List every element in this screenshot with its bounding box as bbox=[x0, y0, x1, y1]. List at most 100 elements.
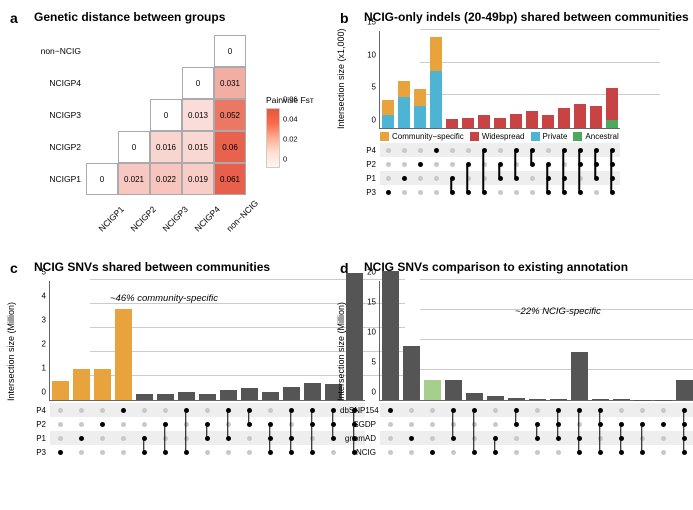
heatmap-col-label: non−NCIG bbox=[224, 204, 254, 234]
connector-line bbox=[269, 424, 271, 452]
heatmap-cell: 0 bbox=[182, 67, 214, 99]
dot-cell bbox=[592, 445, 609, 459]
dot-cell bbox=[403, 417, 420, 431]
dot-cell bbox=[241, 403, 258, 417]
heatmap-cell bbox=[86, 35, 118, 67]
dot-cell bbox=[220, 431, 237, 445]
dot-on-icon bbox=[58, 450, 63, 455]
dot-off-icon bbox=[58, 408, 63, 413]
bar bbox=[262, 392, 279, 400]
connector-line bbox=[311, 410, 313, 452]
dot-cell bbox=[478, 171, 490, 185]
dot-cell bbox=[304, 403, 321, 417]
y-tick: 20 bbox=[341, 268, 376, 277]
legend-label: Private bbox=[543, 132, 568, 141]
dot-on-icon bbox=[434, 148, 439, 153]
heatmap-row-label: NCIGP4 bbox=[31, 67, 81, 99]
dot-off-icon bbox=[594, 190, 599, 195]
y-tick: 15 bbox=[341, 298, 376, 307]
panel-a: a Genetic distance between groups non−NC… bbox=[10, 10, 330, 240]
connector-line bbox=[332, 410, 334, 438]
dot-cell bbox=[178, 417, 195, 431]
dot-cell bbox=[462, 143, 474, 157]
dot-off-icon bbox=[418, 148, 423, 153]
dot-cell bbox=[462, 185, 474, 199]
upset-b-dot-matrix: P4P2P1P3 bbox=[380, 143, 620, 199]
dot-cell bbox=[220, 417, 237, 431]
bar-segment bbox=[606, 120, 618, 128]
dot-off-icon bbox=[205, 450, 210, 455]
heatmap-cell: 0.019 bbox=[182, 163, 214, 195]
dot-cell bbox=[424, 417, 441, 431]
dot-cell bbox=[558, 157, 570, 171]
dot-off-icon bbox=[535, 408, 540, 413]
dot-cell bbox=[304, 431, 321, 445]
dot-off-icon bbox=[100, 436, 105, 441]
dot-cell bbox=[508, 417, 525, 431]
dot-off-icon bbox=[79, 422, 84, 427]
panel-c: c NCIG SNVs shared between communities 0… bbox=[10, 260, 330, 490]
dot-off-icon bbox=[386, 162, 391, 167]
dot-off-icon bbox=[546, 148, 551, 153]
connector-line bbox=[563, 150, 565, 192]
gridline bbox=[420, 279, 693, 280]
bar-segment bbox=[529, 399, 546, 400]
dot-row-label: gnomAD bbox=[340, 434, 376, 443]
bar bbox=[526, 111, 538, 128]
dot-off-icon bbox=[450, 162, 455, 167]
connector-line bbox=[547, 164, 549, 192]
heatmap-cell: 0.015 bbox=[182, 131, 214, 163]
dot-off-icon bbox=[100, 408, 105, 413]
dot-off-icon bbox=[205, 408, 210, 413]
dot-cell bbox=[52, 417, 69, 431]
dot-on-icon bbox=[409, 436, 414, 441]
heatmap-cell: 0 bbox=[86, 163, 118, 195]
dot-on-icon bbox=[388, 408, 393, 413]
dot-off-icon bbox=[142, 422, 147, 427]
dot-off-icon bbox=[402, 190, 407, 195]
dot-cell bbox=[542, 143, 554, 157]
dot-cell bbox=[241, 417, 258, 431]
dot-off-icon bbox=[661, 436, 666, 441]
connector-line bbox=[531, 150, 533, 164]
bar bbox=[558, 108, 570, 128]
heatmap-col-label: NCIGP2 bbox=[128, 204, 158, 234]
dot-off-icon bbox=[163, 408, 168, 413]
bar bbox=[529, 399, 546, 400]
upset-c: 012345Intersection size (Million)~46% co… bbox=[10, 281, 330, 459]
bar-segment bbox=[508, 398, 525, 400]
dot-cell bbox=[613, 403, 630, 417]
bar bbox=[466, 393, 483, 400]
dot-cell bbox=[574, 157, 586, 171]
bar-segment bbox=[398, 97, 410, 128]
legend-swatch bbox=[573, 132, 582, 141]
dot-cell bbox=[529, 431, 546, 445]
connector-line bbox=[290, 410, 292, 452]
y-tick: 10 bbox=[341, 328, 376, 337]
dot-cell bbox=[574, 171, 586, 185]
dot-cell bbox=[558, 185, 570, 199]
dot-cell bbox=[52, 431, 69, 445]
dot-cell bbox=[487, 431, 504, 445]
dot-off-icon bbox=[121, 450, 126, 455]
dot-cell bbox=[382, 417, 399, 431]
connector-line bbox=[515, 150, 517, 178]
dot-cell bbox=[542, 185, 554, 199]
heatmap-cell: 0.016 bbox=[150, 131, 182, 163]
dot-cell bbox=[73, 445, 90, 459]
heatmap-cell: 0 bbox=[150, 99, 182, 131]
dot-cell bbox=[52, 403, 69, 417]
dot-cell bbox=[571, 445, 588, 459]
bar-segment bbox=[73, 369, 90, 400]
heatmap-cell: 0.06 bbox=[214, 131, 246, 163]
bar bbox=[115, 309, 132, 400]
connector-line bbox=[227, 410, 229, 438]
dot-cell bbox=[73, 403, 90, 417]
y-tick: 0 bbox=[341, 388, 376, 397]
dot-cell bbox=[634, 431, 651, 445]
dot-cell bbox=[478, 185, 490, 199]
dot-cell bbox=[478, 157, 490, 171]
dot-off-icon bbox=[402, 148, 407, 153]
bar bbox=[446, 119, 458, 128]
dot-off-icon bbox=[434, 176, 439, 181]
